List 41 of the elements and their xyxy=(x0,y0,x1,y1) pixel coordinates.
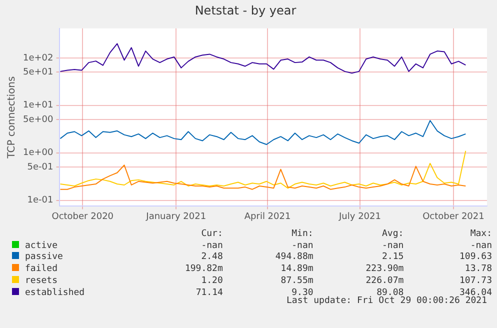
text: 107.73 xyxy=(458,276,492,288)
chart-title: Netstat - by year xyxy=(194,3,296,18)
text: 71.14 xyxy=(194,288,223,300)
y-tick-label: 5e+01 xyxy=(22,68,54,78)
text: 109.63 xyxy=(458,252,492,264)
text: Last update: Fri Oct 29 00:00:26 2021 xyxy=(286,296,487,306)
text: 87.55m xyxy=(280,276,314,288)
text: Max: xyxy=(469,229,492,241)
text: Min: xyxy=(290,229,314,241)
y-tick-label: 1e-01 xyxy=(27,196,54,206)
legend-label: passive xyxy=(24,252,64,264)
text: 226.07m xyxy=(364,276,404,288)
text: Avg: xyxy=(381,229,404,241)
y-tick-label: 1e+02 xyxy=(22,53,54,64)
text: 1.20 xyxy=(200,276,223,288)
text: 223.90m xyxy=(364,264,404,276)
text: -nan xyxy=(200,240,223,252)
text: -nan xyxy=(469,240,492,252)
x-tick-label: July 2021 xyxy=(338,212,381,222)
legend-label: active xyxy=(24,240,59,252)
x-tick-label: January 2021 xyxy=(145,212,206,222)
y-tick-label: 5e+00 xyxy=(22,115,54,126)
text: 199.82m xyxy=(184,264,223,276)
legend-label: failed xyxy=(24,264,59,276)
text: 2.48 xyxy=(200,252,223,264)
x-tick-label: April 2021 xyxy=(244,212,291,222)
x-tick-label: October 2021 xyxy=(422,212,484,222)
text: 13.78 xyxy=(464,264,492,276)
y-axis-title: TCP connections xyxy=(6,76,18,160)
text: -nan xyxy=(290,240,314,252)
legend-label: established xyxy=(24,288,86,300)
text: 494.88m xyxy=(274,252,314,264)
text: Cur: xyxy=(200,229,223,241)
text: -nan xyxy=(381,240,404,252)
legend-label: resets xyxy=(24,276,59,288)
y-tick-label: 5e-01 xyxy=(27,162,54,172)
y-tick-label: 1e+01 xyxy=(22,100,54,111)
text: 2.15 xyxy=(381,252,404,264)
y-tick-label: 1e+00 xyxy=(22,148,54,158)
text: 14.89m xyxy=(280,264,314,276)
x-tick-label: October 2020 xyxy=(52,212,114,222)
